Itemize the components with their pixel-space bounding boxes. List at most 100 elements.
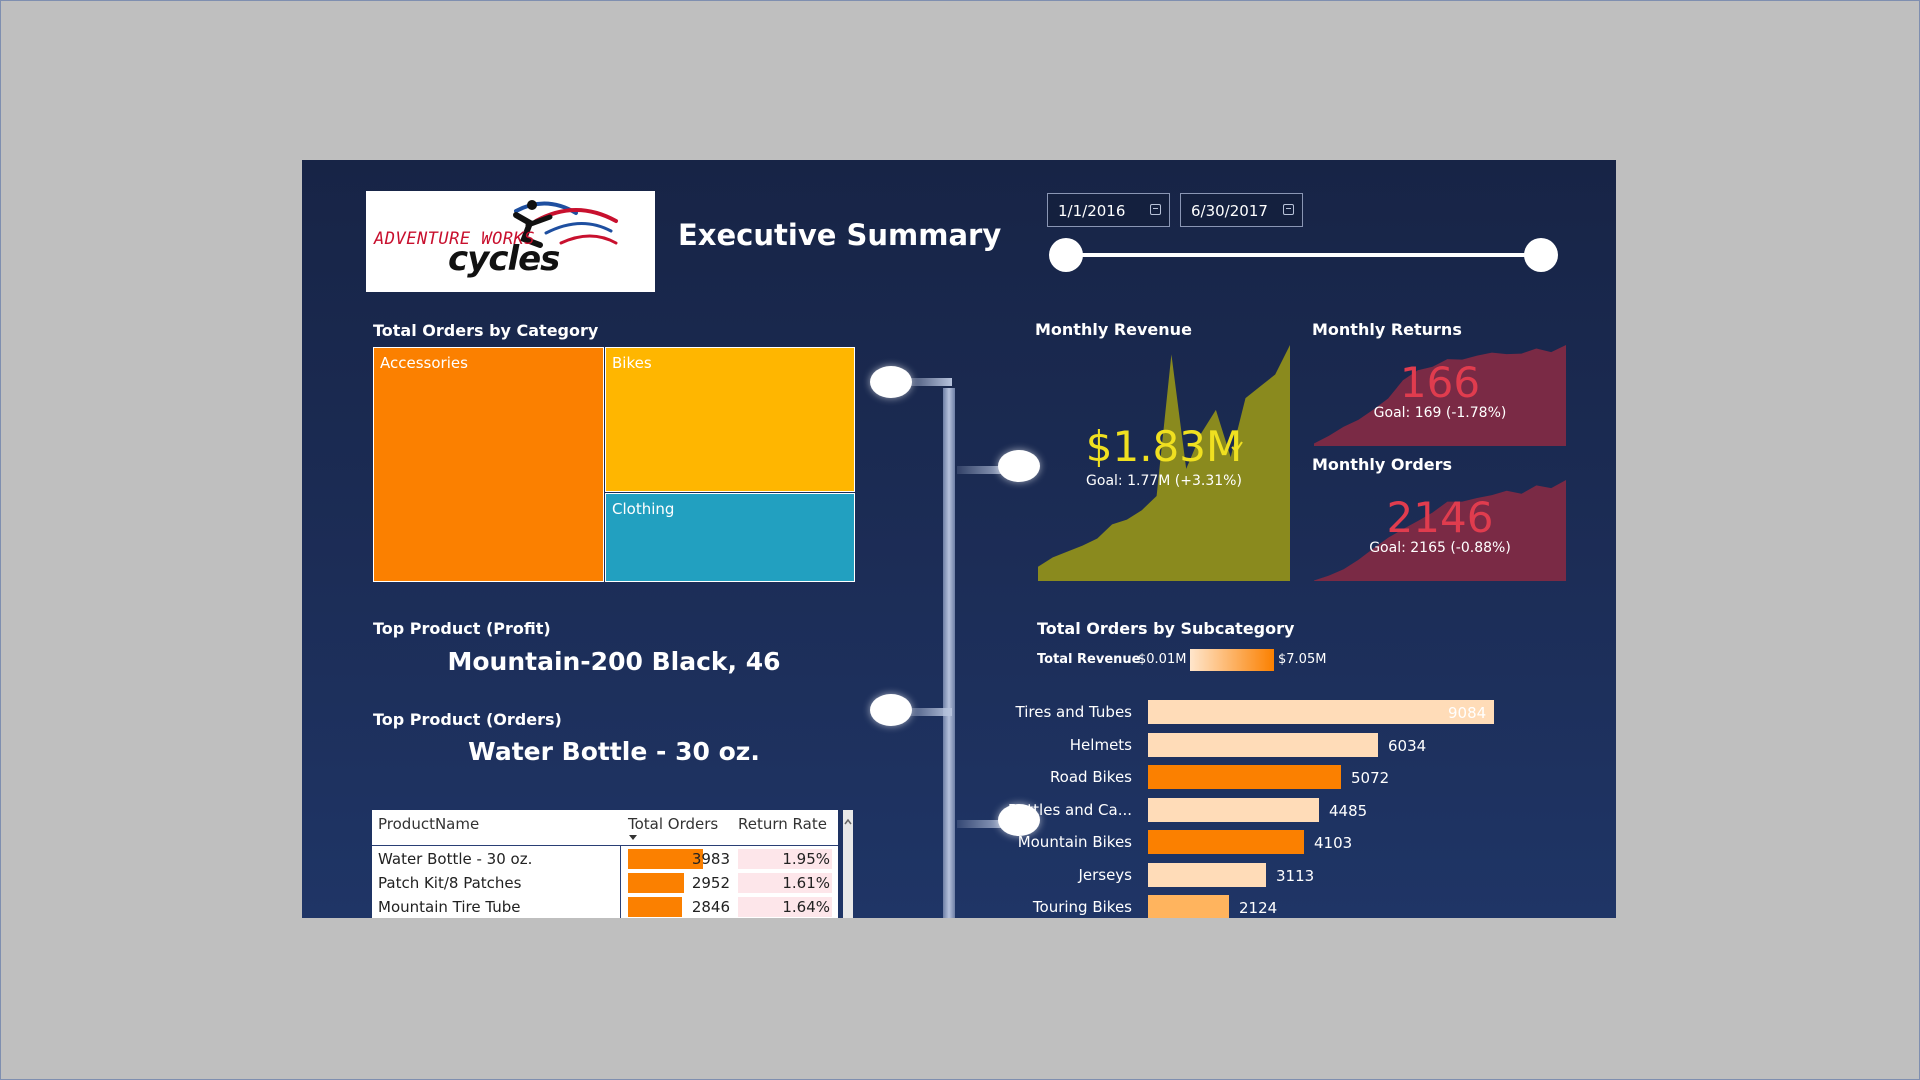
orders-databar bbox=[628, 897, 682, 917]
timeline-branch bbox=[902, 378, 952, 386]
subcategory-bar[interactable] bbox=[1148, 797, 1319, 822]
treemap-title: Total Orders by Category bbox=[373, 321, 599, 340]
date-slider-track[interactable] bbox=[1067, 253, 1545, 257]
timeline-branch bbox=[957, 466, 1017, 474]
treemap-cell-clothing[interactable]: Clothing bbox=[605, 493, 855, 582]
return-rate-cell-bg bbox=[738, 897, 832, 917]
subcategory-label: Tires and Tubes bbox=[1015, 703, 1132, 721]
orders-databar bbox=[628, 849, 703, 869]
subcategory-value-label: 9084 bbox=[1448, 704, 1487, 722]
table-cell-orders[interactable]: 3983 bbox=[691, 850, 730, 868]
subcategory-label: Road Bikes bbox=[1049, 768, 1132, 786]
subcategory-bar[interactable] bbox=[1148, 862, 1266, 887]
orders-databar bbox=[628, 873, 684, 893]
legend-min: $0.01M bbox=[1138, 652, 1187, 667]
subcategory-value-label: 3113 bbox=[1276, 866, 1315, 885]
subcategory-label: Mountain Bikes bbox=[1017, 833, 1132, 851]
table-cell-product[interactable]: Water Bottle - 30 oz. bbox=[378, 850, 533, 868]
subcategory-bar[interactable] bbox=[1148, 895, 1229, 918]
subcategory-label: Bottles and Ca... bbox=[1007, 800, 1132, 819]
dashboard-canvas: ADVENTURE WORKS cycles Executive Summary… bbox=[302, 160, 1616, 918]
subcategory-label: Touring Bikes bbox=[1032, 898, 1132, 916]
table-scrollbar[interactable] bbox=[843, 810, 853, 918]
logo-text-bottom: cycles bbox=[448, 239, 560, 279]
product-table: ProductName Total Orders Return Rate Wat… bbox=[372, 810, 838, 918]
calendar-icon[interactable] bbox=[1283, 204, 1294, 215]
logo: ADVENTURE WORKS cycles bbox=[366, 191, 655, 292]
monthly-revenue-area-chart bbox=[1038, 345, 1290, 581]
page-title: Executive Summary bbox=[678, 218, 1002, 252]
date-slider-end-handle[interactable] bbox=[1524, 238, 1558, 272]
monthly-revenue-value: $1.83M bbox=[1085, 422, 1243, 471]
monthly-returns-title: Monthly Returns bbox=[1312, 320, 1462, 339]
monthly-orders-value: 2146 bbox=[1386, 493, 1494, 542]
monthly-returns-area-chart bbox=[1314, 345, 1566, 446]
top-profit-title: Top Product (Profit) bbox=[373, 619, 551, 638]
timeline-dot bbox=[870, 366, 912, 398]
subcategory-label: Jerseys bbox=[1078, 865, 1132, 884]
sort-desc-icon[interactable] bbox=[628, 834, 638, 842]
table-cell-return-rate[interactable]: 1.64% bbox=[782, 898, 830, 916]
scroll-up-icon[interactable] bbox=[843, 816, 853, 828]
timeline-dot bbox=[998, 450, 1040, 482]
table-cell-return-rate[interactable]: 1.95% bbox=[782, 850, 830, 868]
legend-max: $7.05M bbox=[1278, 652, 1327, 667]
subcategory-bar[interactable] bbox=[1148, 830, 1304, 854]
timeline-dot bbox=[998, 804, 1040, 836]
col-header-return-rate[interactable]: Return Rate bbox=[738, 815, 827, 833]
treemap-cell-accessories[interactable]: Accessories bbox=[373, 347, 604, 582]
top-orders-title: Top Product (Orders) bbox=[373, 710, 562, 729]
monthly-orders-goal: Goal: 2165 (-0.88%) bbox=[1369, 540, 1511, 556]
subcategory-value-label: 4103 bbox=[1314, 834, 1353, 852]
end-date-input[interactable]: 6/30/2017 bbox=[1180, 193, 1303, 227]
subcategory-value-label: 6034 bbox=[1388, 736, 1427, 755]
treemap-cell-label: Accessories bbox=[380, 354, 468, 372]
timeline-dot bbox=[870, 694, 912, 726]
table-cell-orders[interactable]: 2846 bbox=[691, 898, 730, 916]
area-series bbox=[1314, 480, 1566, 581]
treemap-cell-label: Bikes bbox=[612, 354, 652, 372]
table-cell-orders[interactable]: 2952 bbox=[691, 874, 730, 892]
start-date-value: 1/1/2016 bbox=[1058, 202, 1126, 220]
logo-text-top: ADVENTURE WORKS bbox=[374, 229, 536, 249]
col-header-total-orders[interactable]: Total Orders bbox=[628, 815, 719, 833]
legend-label: Total Revenue bbox=[1037, 652, 1141, 667]
column-divider bbox=[620, 846, 621, 918]
subcategory-value-label: 4485 bbox=[1329, 801, 1368, 820]
treemap-cell-label: Clothing bbox=[612, 500, 675, 518]
col-header-product[interactable]: ProductName bbox=[378, 815, 480, 833]
return-rate-cell-bg bbox=[738, 849, 832, 869]
subcategory-bar[interactable] bbox=[1148, 765, 1341, 789]
monthly-revenue-title: Monthly Revenue bbox=[1035, 320, 1192, 339]
subcategory-value-label: 5072 bbox=[1351, 769, 1390, 787]
subcategory-chart-title: Total Orders by Subcategory bbox=[1037, 619, 1295, 638]
timeline-branch bbox=[902, 708, 952, 716]
checkmark-icon bbox=[1231, 441, 1243, 453]
monthly-returns-goal: Goal: 169 (-1.78%) bbox=[1373, 405, 1507, 421]
subcategory-bar[interactable] bbox=[1148, 732, 1378, 757]
subcategory-bar[interactable] bbox=[1148, 700, 1494, 724]
timeline-line bbox=[943, 388, 955, 918]
return-rate-cell-bg bbox=[738, 873, 832, 893]
category-treemap: Accessories Bikes Clothing bbox=[373, 347, 855, 582]
top-orders-value: Water Bottle - 30 oz. bbox=[468, 737, 760, 766]
start-date-input[interactable]: 1/1/2016 bbox=[1047, 193, 1170, 227]
area-series bbox=[1038, 345, 1290, 581]
subcategory-bar-chart: Tires and Tubes 9084 Helmets 6034 Road Bikes… bbox=[1002, 700, 1562, 918]
table-cell-product[interactable]: Patch Kit/8 Patches bbox=[378, 874, 522, 892]
monthly-orders-title: Monthly Orders bbox=[1312, 455, 1453, 474]
legend-gradient bbox=[1190, 649, 1274, 671]
table-cell-return-rate[interactable]: 1.61% bbox=[782, 874, 830, 892]
calendar-icon[interactable] bbox=[1150, 204, 1161, 215]
top-profit-value: Mountain-200 Black, 46 bbox=[447, 647, 781, 676]
subcategory-value-label: 2124 bbox=[1239, 899, 1278, 917]
monthly-orders-area-chart bbox=[1314, 480, 1566, 581]
date-slider-start-handle[interactable] bbox=[1049, 238, 1083, 272]
header-divider bbox=[372, 845, 838, 846]
monthly-revenue-goal: Goal: 1.77M (+3.31%) bbox=[1086, 473, 1242, 489]
cyclist-icon bbox=[513, 200, 618, 248]
treemap-cell-bikes[interactable]: Bikes bbox=[605, 347, 855, 492]
end-date-value: 6/30/2017 bbox=[1191, 202, 1268, 220]
subcategory-label: Helmets bbox=[1069, 735, 1132, 754]
table-cell-product[interactable]: Mountain Tire Tube bbox=[378, 898, 521, 916]
